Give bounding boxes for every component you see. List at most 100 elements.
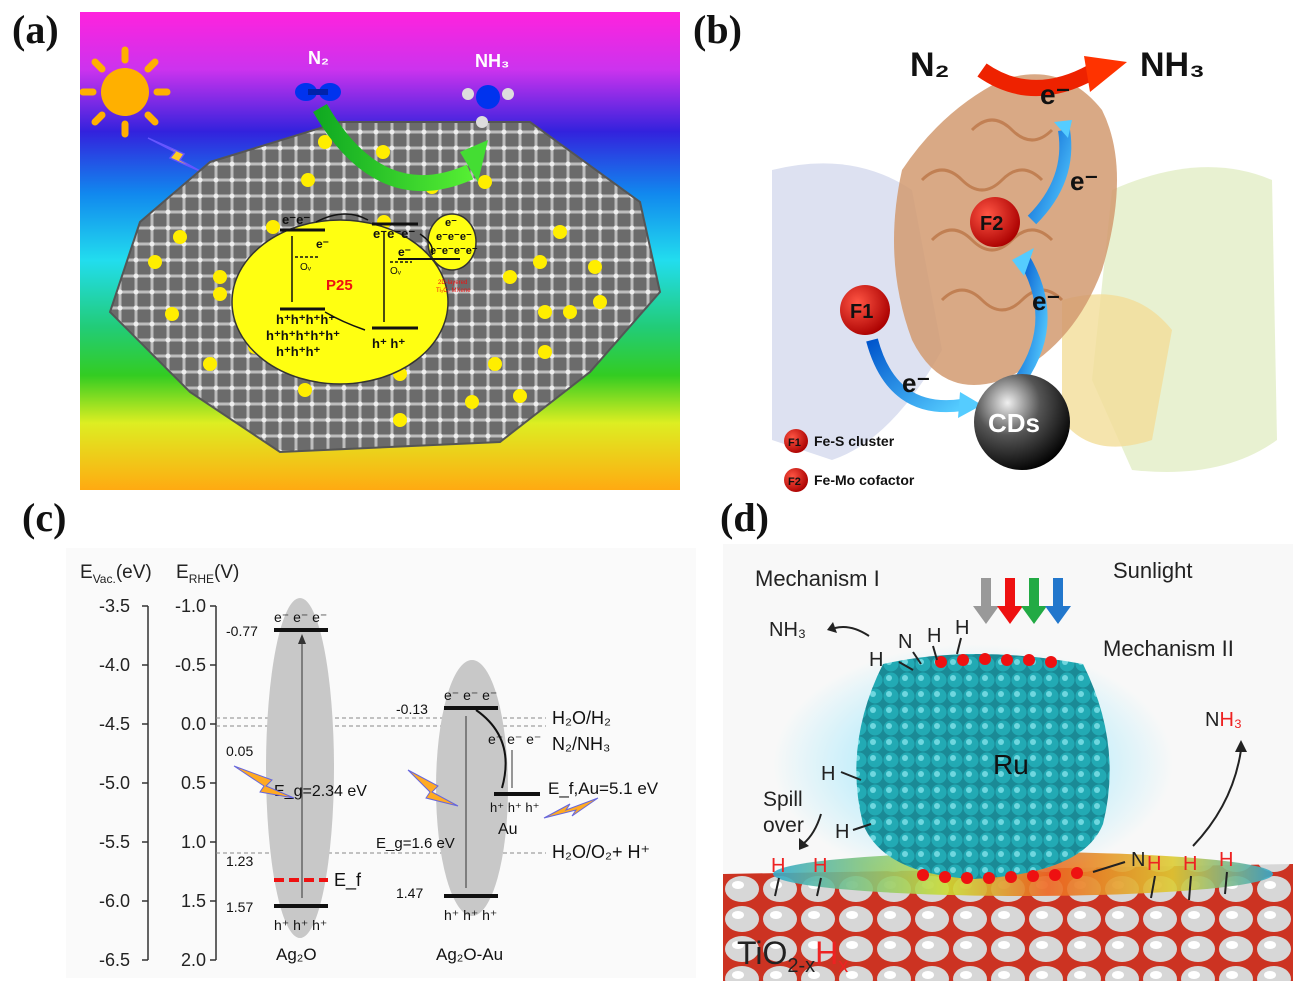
adsorbed-h-1: H — [869, 649, 883, 671]
adsorbed-n-1: N — [898, 631, 912, 653]
ag2o-ef-value: 0.05 — [226, 743, 253, 759]
n2-label: N₂ — [910, 46, 950, 84]
p25-electron-single-1: e⁻ — [316, 237, 329, 251]
yellow-dots — [148, 135, 607, 427]
over-label: over — [763, 814, 804, 837]
axis-tick-label: -6.5 — [99, 950, 130, 970]
panel-d-letter: (d) — [720, 495, 769, 540]
ag2o-excitation-head — [298, 634, 306, 644]
support-label: TiO2-xHx — [737, 935, 848, 977]
ag2o-au-electrons: e⁻ e⁻ e⁻ — [444, 687, 497, 703]
nh3-right-label: NH₃ — [1205, 709, 1242, 731]
ru-label: Ru — [993, 749, 1029, 780]
conversion-arrow-head — [460, 140, 488, 182]
rhe-ticks: -1.0 -0.5 0.0 0.5 1.0 1.5 2.0 — [175, 596, 216, 970]
p25-band-diagram — [280, 222, 460, 330]
spill-h-1: H — [821, 763, 835, 785]
nh3-label: NH₃ — [475, 51, 509, 71]
legend-marker-1: F1 — [788, 437, 801, 449]
arrow-head-1 — [1054, 120, 1072, 138]
sphere-electron-1: e⁻ — [445, 217, 457, 229]
surface-h-5: H — [1219, 849, 1233, 871]
axis-tick-label: -5.5 — [99, 832, 130, 852]
spill-arrow — [802, 813, 822, 845]
f2-label: F2 — [980, 213, 1003, 235]
nh3-molecule — [462, 85, 514, 128]
legend-text-1: Fe-S cluster — [814, 433, 895, 449]
axis-rhe-label: ERHE(V) — [176, 562, 239, 586]
p25-electron-single-2: e⁻ — [398, 245, 411, 259]
efau-label: E_f,Au=5.1 eV — [548, 779, 659, 798]
axis-tick-label: -0.5 — [175, 655, 206, 675]
spill-label: Spill — [763, 788, 803, 811]
sphere-electron-2: e⁻e⁻e⁻ — [436, 231, 472, 243]
ag2o-ef-label: E_f — [334, 870, 362, 891]
axis-tick-label: 2.0 — [181, 950, 206, 970]
panel-d: Ru Sunlight Mechanism I Mechanism II NH₃… — [723, 544, 1293, 981]
spill-bond-1 — [840, 771, 862, 781]
axis-vac-label: EVac.(eV) — [80, 562, 152, 586]
arrow-head-2 — [1012, 248, 1034, 276]
axis-tick-label: -4.0 — [99, 655, 130, 675]
ag2o-mid-value: 1.23 — [226, 853, 253, 869]
legend: F1 Fe-S cluster F2 Fe-Mo cofactor — [784, 429, 915, 492]
f2-ball — [970, 197, 1020, 247]
panel-c: EVac.(eV) ERHE(V) -3.5 -4.0 -4.5 -5.0 -5.5 -6… — [66, 548, 696, 978]
p25-holes-2: h⁺h⁺h⁺h⁺h⁺ — [266, 328, 340, 343]
adsorbed-h-2: H — [927, 625, 941, 647]
redox-n2-nh3: N₂/NH₃ — [552, 734, 610, 754]
ag2o-au-eg-label: E_g=1.6 eV — [376, 835, 455, 852]
nh3-label: NH₃ — [1140, 46, 1205, 84]
ag2o-vb-value: 1.57 — [226, 899, 253, 915]
surface-h-3: H — [1147, 853, 1161, 875]
electron-label-3: e⁻ — [902, 368, 930, 398]
spill-arrow-head — [799, 838, 809, 850]
cds-ball — [974, 374, 1070, 470]
surface-n: N — [1131, 849, 1145, 871]
ag2o-au-holes: h⁺ h⁺ h⁺ — [444, 907, 497, 923]
axis-tick-label: -5.0 — [99, 773, 130, 793]
panel-a-letter: (a) — [12, 7, 59, 52]
ag2o-au-vb-value: 1.47 — [396, 885, 423, 901]
sun-icon — [80, 46, 171, 138]
ag2o-au-light-icon — [407, 769, 459, 807]
transfer-curve-arrow — [475, 709, 507, 789]
axis-tick-label: 1.0 — [181, 832, 206, 852]
vac-ticks: -3.5 -4.0 -4.5 -5.0 -5.5 -6.0 -6.5 — [99, 596, 148, 970]
p25-holes-1: h⁺h⁺h⁺h⁺ — [276, 312, 335, 327]
panel-a: N₂ NH₃ e⁻e⁻ e⁻e⁻e⁻ e⁻ e⁻ Oᵥ Oᵥ P25 h⁺h⁺h… — [80, 12, 680, 490]
surface-h-1: H — [771, 855, 785, 877]
panel-c-letter: (c) — [22, 495, 67, 540]
n2-molecule — [295, 83, 341, 101]
spill-bond-2 — [852, 823, 872, 831]
sunlight-label: Sunlight — [1113, 558, 1193, 583]
mxene-note-2: Ti₃C₂ MXene — [436, 288, 471, 294]
adsorbed-h-3: H — [955, 617, 969, 639]
axis-tick-label: 0.0 — [181, 714, 206, 734]
ag2o-au-band-ellipse — [436, 660, 508, 916]
conversion-arrow — [977, 63, 1096, 96]
mechanism-2-label: Mechanism II — [1103, 636, 1234, 661]
surface-bonds — [774, 861, 1228, 901]
panel-d-figure: Ru Sunlight Mechanism I Mechanism II NH₃… — [723, 544, 1293, 981]
surface-h-4: H — [1183, 853, 1197, 875]
ru-particle — [856, 654, 1110, 879]
axis-tick-label: -3.5 — [99, 596, 130, 616]
sunlight-arrows — [973, 578, 1071, 624]
panel-a-figure: N₂ NH₃ e⁻e⁻ e⁻e⁻e⁻ e⁻ e⁻ Oᵥ Oᵥ P25 h⁺h⁺h… — [80, 12, 680, 490]
redox-h2o-o2: H₂O/O₂+ H⁺ — [552, 842, 650, 862]
spill-h-2: H — [835, 821, 849, 843]
p25-holes-4: h⁺ h⁺ — [372, 336, 405, 351]
electron-label-2: e⁻ — [1032, 286, 1060, 316]
f1-ball — [840, 285, 890, 335]
panel-b-figure: N₂ NH₃ e⁻ e⁻ e⁻ e⁻ F1 F2 CDs F1 Fe-S clu… — [772, 46, 1277, 492]
conversion-arrow — [313, 103, 474, 192]
ag2o-name: Ag₂O — [276, 945, 317, 964]
n2-label: N₂ — [308, 48, 329, 68]
p25-particle — [231, 219, 449, 385]
protein-yellow — [1062, 294, 1172, 447]
sphere-electron-3: e⁻e⁻e⁻e⁻ — [430, 245, 478, 257]
conversion-arrow-head — [1084, 56, 1127, 92]
p25-core-label: P25 — [326, 277, 353, 294]
electron-label-top: e⁻ — [1040, 79, 1070, 110]
